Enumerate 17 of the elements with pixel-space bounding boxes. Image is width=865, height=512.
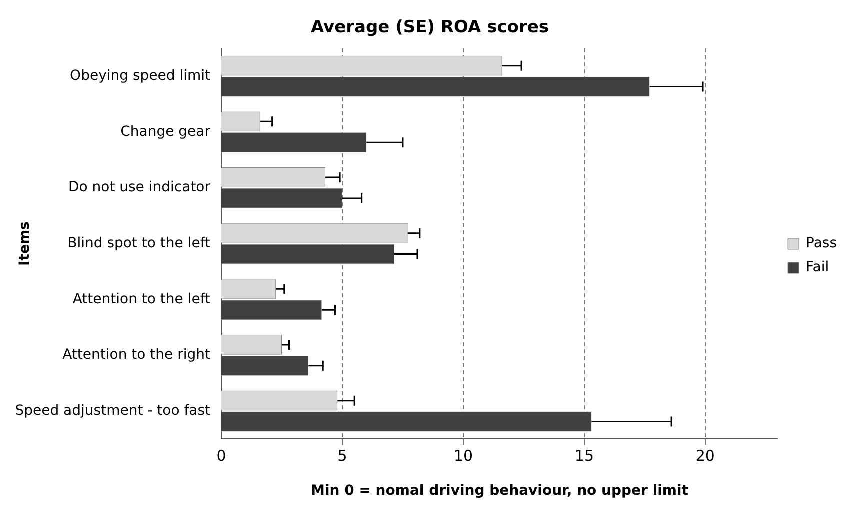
x-tick-label: 20: [696, 447, 715, 466]
y-tick-label: Speed adjustment - too fast: [15, 402, 212, 419]
x-tick-label: 15: [574, 447, 594, 466]
x-tick-label: 10: [454, 447, 474, 466]
chart-title: Average (SE) ROA scores: [310, 18, 550, 38]
x-tick-label: 5: [338, 447, 348, 466]
y-tick-label: Attention to the left: [72, 291, 212, 308]
x-axis-title: Min 0 = nomal driving behaviour, no upper limit: [311, 483, 689, 500]
y-tick-label: Obeying speed limit: [70, 68, 211, 84]
y-axis-title: Items: [17, 222, 34, 266]
y-tick-label: Do not use indicator: [68, 180, 211, 196]
legend-label: Pass: [806, 236, 838, 252]
x-tick-label: 0: [216, 447, 226, 466]
y-tick-label: Change gear: [120, 124, 211, 140]
y-tick-label: Blind spot to the left: [68, 235, 212, 252]
y-tick-label: Attention to the right: [62, 347, 212, 364]
legend-label: Fail: [806, 260, 830, 276]
